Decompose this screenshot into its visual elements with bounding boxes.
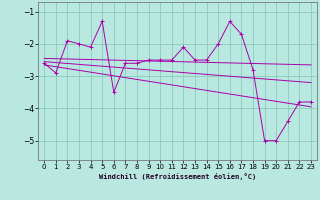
X-axis label: Windchill (Refroidissement éolien,°C): Windchill (Refroidissement éolien,°C): [99, 173, 256, 180]
